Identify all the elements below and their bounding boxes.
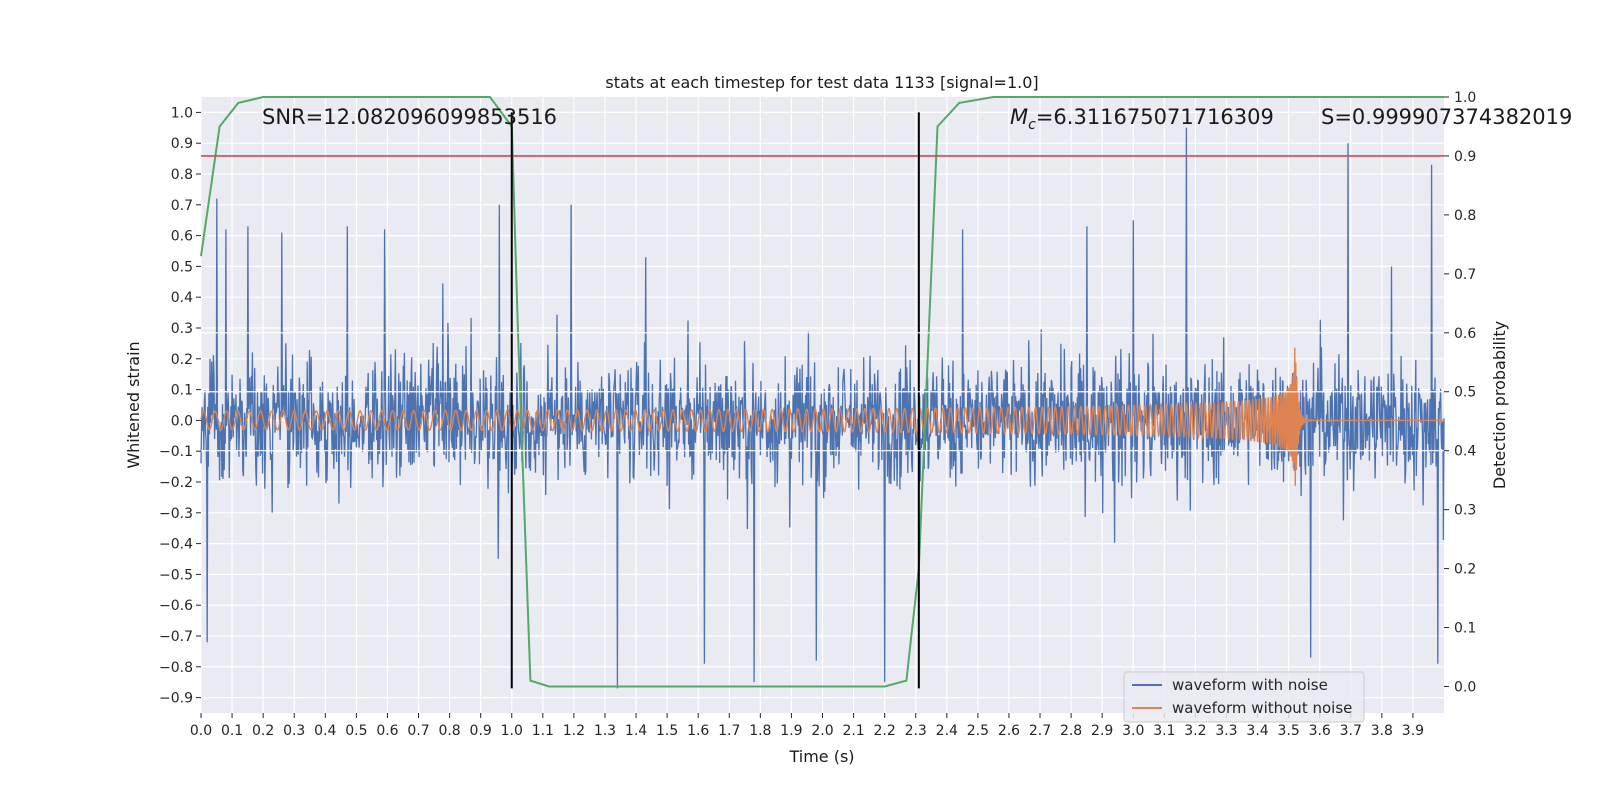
y2-axis-label: Detection probability [1490, 321, 1509, 489]
y-tick-label: −0.7 [159, 629, 193, 645]
y2-tick-label: 0.1 [1454, 621, 1476, 637]
x-tick-label: 2.1 [842, 723, 864, 739]
x-tick-label: 3.4 [1246, 723, 1268, 739]
x-tick-label: 2.4 [936, 723, 958, 739]
y-tick-label: 0.0 [171, 413, 193, 429]
y-tick-label: 0.3 [171, 321, 193, 337]
x-tick-label: 3.7 [1340, 723, 1362, 739]
y-tick-label: 0.2 [171, 352, 193, 368]
y-tick-label: −0.9 [159, 691, 193, 707]
x-tick-label: 1.0 [501, 723, 523, 739]
x-tick-label: 1.6 [687, 723, 709, 739]
chirp-mass-subscript: c [1028, 117, 1036, 133]
y-tick-label: 0.1 [171, 383, 193, 399]
waveform-without-noise-series [200, 347, 1444, 486]
y-tick-label: −0.8 [159, 660, 193, 676]
y-axis-label: Whitened strain [124, 341, 143, 468]
x-tick-label: 3.5 [1277, 723, 1299, 739]
x-tick-label: 1.5 [656, 723, 678, 739]
legend-label-noise: waveform with noise [1172, 676, 1328, 694]
chirp-mass-symbol: M [1010, 105, 1028, 129]
tick-layer: 0.0 0.1 0.2 0.3 0.4 0.5 0.6 0.7 0.8 0.9 1.0 1.1 1.2 1… [159, 90, 1476, 739]
legend: waveform with noise waveform without noi… [1123, 671, 1365, 723]
x-tick-label: 2.5 [967, 723, 989, 739]
x-tick-label: 2.9 [1091, 723, 1113, 739]
chirp-mass-value: =6.311675071716309 [1036, 105, 1274, 129]
x-tick-label: 2.6 [998, 723, 1020, 739]
detection-probability-line [200, 96, 1444, 688]
chirp-mass-annotation: Mc=6.311675071716309 [1010, 105, 1274, 133]
y-tick-label: 0.7 [171, 198, 193, 214]
x-tick-label: 3.0 [1122, 723, 1144, 739]
y-tick-label: 0.9 [171, 136, 193, 152]
x-tick-label: 0.6 [376, 723, 398, 739]
x-tick-label: 0.7 [407, 723, 429, 739]
x-tick-label: 2.0 [811, 723, 833, 739]
x-tick-label: 1.7 [718, 723, 740, 739]
y-tick-label: −0.5 [159, 567, 193, 583]
y2-tick-label: 0.3 [1454, 503, 1476, 519]
x-tick-label: 0.2 [252, 723, 274, 739]
x-tick-label: 3.2 [1184, 723, 1206, 739]
waveform-without-noise-line [200, 347, 1444, 486]
y-tick-label: −0.3 [159, 506, 193, 522]
x-tick-label: 3.8 [1371, 723, 1393, 739]
chart-title: stats at each timestep for test data 113… [605, 73, 1038, 92]
y-tick-label: −0.2 [159, 475, 193, 491]
y2-tick-label: 0.9 [1454, 149, 1476, 165]
x-tick-label: 3.9 [1402, 723, 1424, 739]
y2-tick-label: 0.7 [1454, 267, 1476, 283]
x-tick-label: 0.8 [438, 723, 460, 739]
marker-layer [201, 112, 1444, 689]
s-annotation: S=0.999907374382019 [1321, 105, 1572, 129]
x-tick-label: 2.8 [1060, 723, 1082, 739]
y-tick-label: −0.6 [159, 598, 193, 614]
y2-tick-label: 0.4 [1454, 444, 1476, 460]
y-tick-label: 0.4 [171, 290, 193, 306]
x-tick-label: 0.1 [221, 723, 243, 739]
y-tick-label: 1.0 [171, 105, 193, 121]
x-tick-label: 0.5 [345, 723, 367, 739]
x-tick-label: 2.7 [1029, 723, 1051, 739]
x-tick-label: 3.1 [1153, 723, 1175, 739]
y-tick-label: 0.8 [171, 167, 193, 183]
legend-label-clean: waveform without noise [1172, 699, 1352, 717]
x-tick-label: 0.0 [190, 723, 212, 739]
x-tick-label: 0.3 [283, 723, 305, 739]
y-tick-label: 0.6 [171, 229, 193, 245]
x-tick-label: 1.2 [563, 723, 585, 739]
detection-probability-series [200, 96, 1444, 688]
snr-annotation: SNR=12.082096099853516 [262, 105, 557, 129]
x-tick-label: 3.6 [1309, 723, 1331, 739]
x-tick-label: 1.1 [532, 723, 554, 739]
x-tick-label: 1.8 [749, 723, 771, 739]
x-tick-label: 2.3 [905, 723, 927, 739]
y2-tick-label: 0.8 [1454, 208, 1476, 224]
y-tick-label: −0.1 [159, 444, 193, 460]
x-tick-label: 0.4 [314, 723, 336, 739]
x-tick-label: 3.3 [1215, 723, 1237, 739]
y-tick-label: 0.5 [171, 259, 193, 275]
y2-tick-label: 0.5 [1454, 385, 1476, 401]
x-tick-label: 2.2 [874, 723, 896, 739]
x-axis-label: Time (s) [788, 747, 854, 766]
x-tick-label: 1.4 [625, 723, 647, 739]
y2-tick-label: 0.0 [1454, 679, 1476, 695]
y2-tick-label: 0.2 [1454, 562, 1476, 578]
x-tick-label: 0.9 [470, 723, 492, 739]
legend-box [1123, 671, 1365, 723]
y-tick-label: −0.4 [159, 537, 193, 553]
x-tick-label: 1.9 [780, 723, 802, 739]
y2-tick-label: 0.6 [1454, 326, 1476, 342]
y2-tick-label: 1.0 [1454, 90, 1476, 106]
x-tick-label: 1.3 [594, 723, 616, 739]
